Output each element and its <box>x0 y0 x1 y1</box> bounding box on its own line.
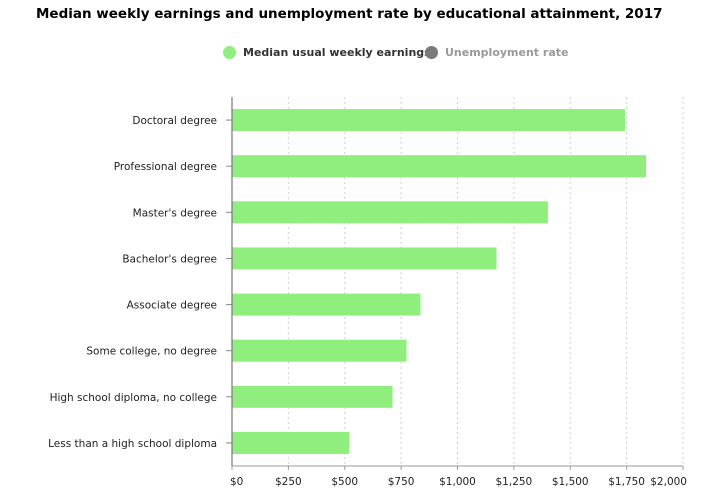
category-label: Master's degree <box>133 207 217 219</box>
legend-item-earnings[interactable]: Median usual weekly earnings <box>223 43 431 61</box>
category-label: Professional degree <box>114 161 217 173</box>
x-tick-label: $750 <box>388 476 415 488</box>
bar <box>232 339 407 362</box>
legend: Median usual weekly earnings Unemploymen… <box>0 43 728 61</box>
category-label: Bachelor's degree <box>122 253 217 265</box>
category-label: High school diploma, no college <box>50 392 217 404</box>
x-tick-label: $0 <box>230 476 243 488</box>
legend-earnings-label: Median usual weekly earnings <box>243 45 431 59</box>
bar <box>232 385 393 408</box>
bar <box>232 431 350 454</box>
chart-title: Median weekly earnings and unemployment … <box>36 6 663 22</box>
bar <box>232 109 626 132</box>
x-tick-label: $1,250 <box>496 476 533 488</box>
x-tick-label: $2,000 <box>650 476 687 488</box>
bar <box>232 201 548 224</box>
x-tick-label: $250 <box>275 476 302 488</box>
category-label: Some college, no degree <box>86 346 217 358</box>
x-tick-label: $1,750 <box>608 476 645 488</box>
legend-item-unemployment[interactable]: Unemployment rate <box>425 43 568 61</box>
x-tick-label: $1,500 <box>552 476 589 488</box>
x-tick-label: $1,000 <box>439 476 476 488</box>
legend-unemployment-dot-icon <box>425 45 438 59</box>
category-label: Doctoral degree <box>132 115 217 127</box>
bar <box>232 247 497 270</box>
bar <box>232 155 647 178</box>
legend-earnings-dot-icon <box>223 45 236 59</box>
category-label: Less than a high school diploma <box>48 438 217 450</box>
x-tick-label: $500 <box>331 476 358 488</box>
bar <box>232 293 421 316</box>
legend-unemployment-label: Unemployment rate <box>445 45 569 59</box>
category-label: Associate degree <box>127 300 217 312</box>
